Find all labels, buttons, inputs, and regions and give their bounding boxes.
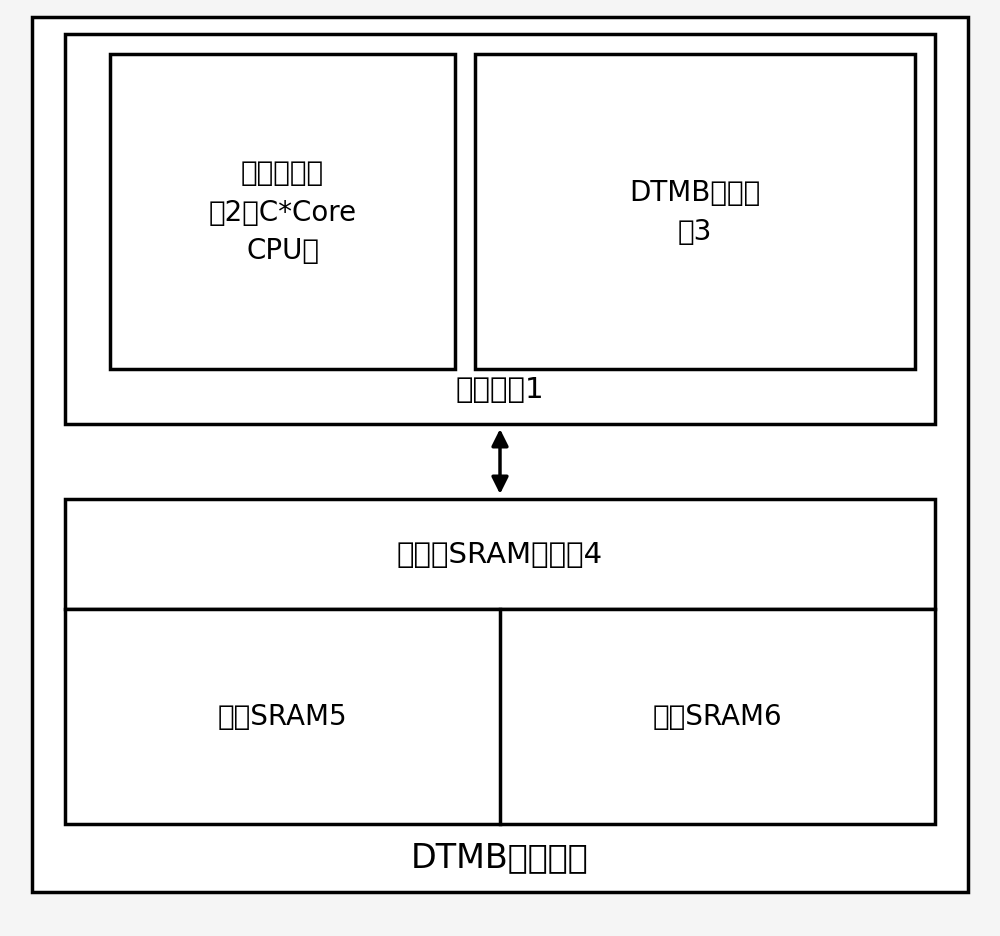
Text: DTMB解调芯片: DTMB解调芯片 [411,841,589,873]
Text: 自修夏SRAM控制嘨4: 自修夏SRAM控制嘨4 [397,540,603,568]
Text: 常规SRAM5: 常规SRAM5 [218,703,347,731]
Text: 中央处理单
刔2（C*Core
CPU）: 中央处理单 刔2（C*Core CPU） [208,159,357,265]
Bar [65,35,935,425]
Bar [65,609,935,824]
Bar [65,500,935,609]
Text: 冗余SRAM6: 冗余SRAM6 [653,703,782,731]
Bar [475,55,915,370]
Bar [110,55,455,370]
Text: DTMB解调模
块3: DTMB解调模 块3 [629,179,761,246]
Text: 中心模块1: 中心模块1 [456,375,544,403]
